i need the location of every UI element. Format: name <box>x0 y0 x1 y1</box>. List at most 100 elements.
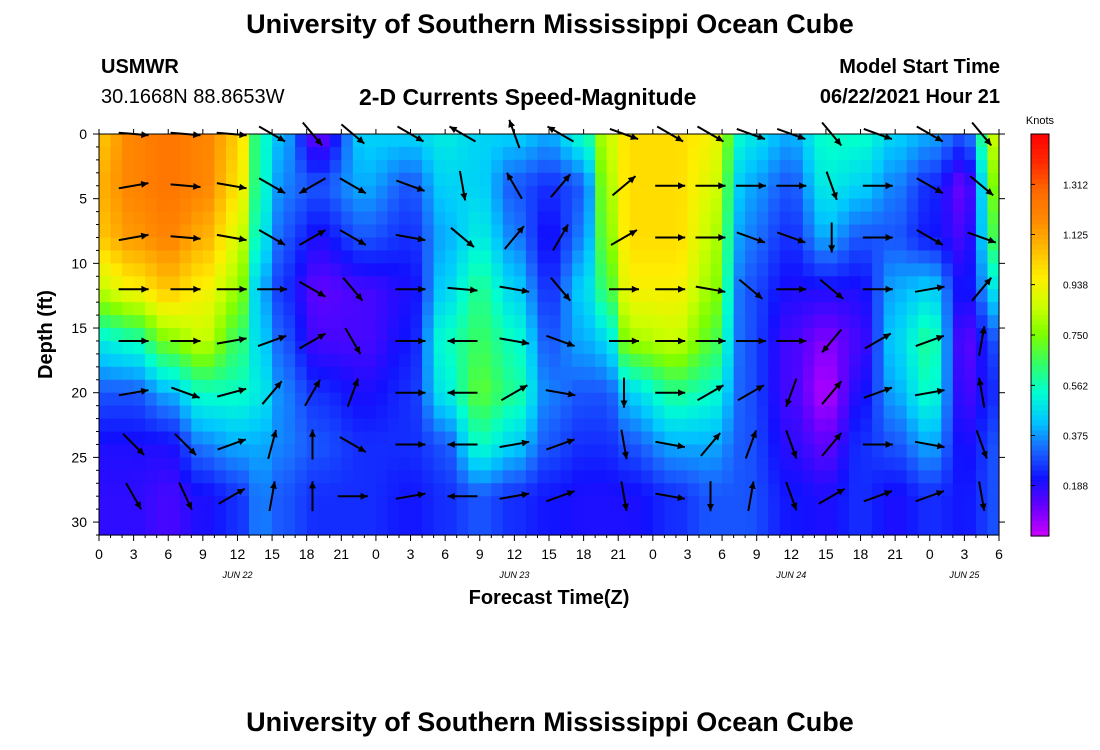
heatmap-cell <box>272 263 285 277</box>
heatmap-cell <box>433 146 446 161</box>
heatmap-cell <box>422 509 435 523</box>
current-vector-head <box>447 492 455 500</box>
heatmap-cell <box>606 263 619 277</box>
heatmap-cell <box>283 289 296 303</box>
heatmap-cell <box>802 444 815 458</box>
heatmap-cell <box>502 366 515 381</box>
heatmap-cell <box>779 418 792 433</box>
heatmap-cell <box>272 405 285 420</box>
colorbar-segment <box>1031 214 1049 221</box>
heatmap-cell <box>629 237 642 252</box>
heatmap-cell <box>837 418 850 433</box>
heatmap-cell <box>433 134 446 148</box>
heatmap-cell <box>779 328 792 342</box>
heatmap-cell <box>664 328 677 342</box>
heatmap-cell <box>906 366 919 381</box>
heatmap-cell <box>249 392 262 407</box>
colorbar-segment <box>1031 350 1049 356</box>
heatmap-cell <box>191 289 204 303</box>
current-vector-head <box>193 337 201 345</box>
heatmap-cell <box>779 211 792 226</box>
heatmap-cell <box>99 289 112 303</box>
heatmap-cell <box>422 250 435 264</box>
heatmap-cell <box>445 418 458 433</box>
heatmap-cell <box>872 328 885 342</box>
heatmap-cell <box>814 509 827 523</box>
heatmap-cell <box>814 522 827 536</box>
heatmap-cell <box>283 522 296 536</box>
heatmap-cell <box>906 483 919 497</box>
heatmap-cell <box>710 237 723 252</box>
heatmap-cell <box>133 185 146 200</box>
heatmap-cell <box>329 405 342 420</box>
heatmap-cell <box>595 134 608 148</box>
heatmap-cell <box>733 509 746 523</box>
heatmap-cell <box>537 392 550 407</box>
heatmap-cell <box>595 379 608 394</box>
heatmap-cell <box>687 211 700 226</box>
heatmap-cell <box>202 431 215 446</box>
heatmap-cell <box>191 366 204 381</box>
colorbar-segment <box>1031 244 1049 251</box>
heatmap-cell <box>422 444 435 458</box>
heatmap-cell <box>687 470 700 484</box>
heatmap-cell <box>883 444 896 458</box>
heatmap-cell <box>756 483 769 497</box>
heatmap-cell <box>629 250 642 264</box>
heatmap-cell <box>641 405 654 420</box>
colorbar-segment <box>1031 164 1049 170</box>
heatmap-cell <box>895 483 908 497</box>
heatmap-cell <box>756 146 769 161</box>
heatmap-cell <box>675 198 689 213</box>
heatmap-cell <box>479 444 492 458</box>
heatmap-cell <box>825 340 839 355</box>
heatmap-cell <box>214 522 227 536</box>
model-start-label: Model Start Time <box>839 56 1000 78</box>
heatmap-cell <box>929 457 942 471</box>
heatmap-cell <box>456 328 469 342</box>
heatmap-cell <box>802 457 815 471</box>
heatmap-cell <box>156 146 169 161</box>
current-vector-head <box>238 336 247 343</box>
heatmap-cell <box>768 211 781 226</box>
heatmap-cell <box>329 379 342 394</box>
heatmap-cell <box>814 146 827 161</box>
heatmap-cell <box>975 159 989 174</box>
heatmap-cell <box>952 470 965 484</box>
heatmap-cell <box>872 250 885 264</box>
heatmap-cell <box>341 522 354 536</box>
heatmap-cell <box>918 379 931 394</box>
heatmap-cell <box>214 263 227 277</box>
heatmap-cell <box>295 353 308 368</box>
heatmap-cell <box>768 392 781 407</box>
heatmap-cell <box>99 224 112 239</box>
heatmap-cell <box>410 366 423 381</box>
x-tick-label: 12 <box>507 546 523 562</box>
heatmap-cell <box>468 237 481 252</box>
heatmap-cell <box>364 237 377 252</box>
heatmap-cell <box>110 146 123 161</box>
heatmap-cell <box>537 470 550 484</box>
heatmap-cell <box>122 263 135 277</box>
heatmap-cell <box>849 418 862 433</box>
heatmap-cell <box>952 444 965 458</box>
heatmap-cell <box>445 198 458 213</box>
heatmap-cell <box>156 457 169 471</box>
current-vector-head <box>885 234 893 241</box>
heatmap-cell <box>491 405 504 420</box>
x-tick-label: 0 <box>926 546 934 562</box>
heatmap-cell <box>410 457 423 471</box>
colorbar-segment <box>1031 375 1049 381</box>
heatmap-cell <box>514 522 527 536</box>
current-vector-head <box>508 119 515 128</box>
heatmap-cell <box>456 522 469 536</box>
heatmap-cell <box>479 198 492 213</box>
heatmap-cell <box>479 405 492 420</box>
heatmap-cell <box>779 509 792 523</box>
heatmap-cell <box>156 483 169 497</box>
heatmap-cell <box>779 379 792 394</box>
heatmap-cell <box>387 444 400 458</box>
x-tick-label: 3 <box>407 546 415 562</box>
heatmap-cell <box>652 185 665 200</box>
heatmap-cell <box>249 185 262 200</box>
